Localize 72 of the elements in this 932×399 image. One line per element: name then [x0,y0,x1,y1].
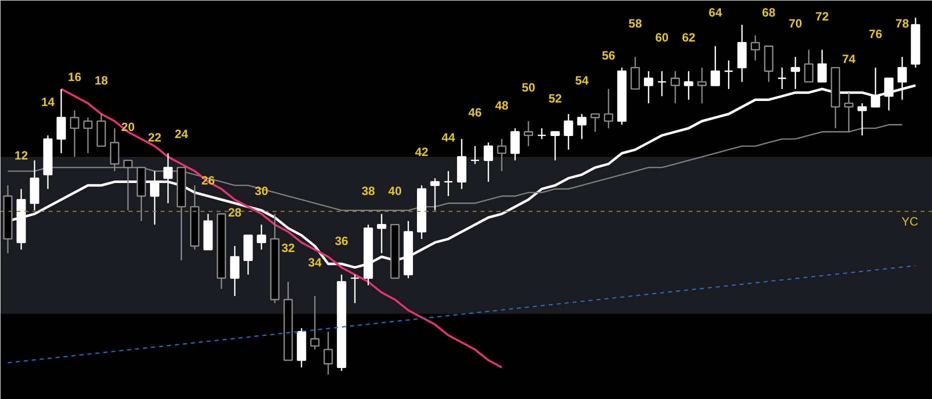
x-tick-label: 46 [468,106,482,120]
x-tick-label: 72 [815,9,830,24]
x-tick-label: 52 [548,91,562,106]
candlestick [484,142,494,182]
x-tick-label: 12 [14,148,28,162]
candlestick [430,178,440,211]
x-tick-label: 78 [896,16,910,30]
candlestick [230,245,240,297]
candlestick [684,70,694,100]
candlestick [590,113,600,132]
x-tick-label: 34 [308,256,322,270]
candlestick [510,128,520,162]
x-tick-label: 70 [788,16,802,30]
x-tick-label: 54 [575,73,589,88]
candlestick [70,110,80,158]
candlestick [858,102,867,136]
candlestick [804,49,814,83]
x-tick-label: 16 [68,70,82,84]
candlestick [550,131,560,162]
candlestick [524,120,534,147]
candlestick [670,70,680,104]
x-tick-label: 44 [442,130,456,145]
candlestick [350,274,360,304]
x-tick-label: 18 [94,73,108,88]
x-tick-label: 58 [628,16,642,30]
x-tick-label: 48 [495,98,509,112]
x-tick-label: 62 [682,30,696,45]
candlestick [256,224,266,250]
x-tick-label: 20 [121,120,135,134]
x-tick-label: 36 [334,234,349,248]
x-tick-label: 76 [868,27,882,42]
x-tick-label: 56 [602,48,616,63]
candlestick [750,34,760,62]
x-tick-label: 60 [655,30,669,45]
x-tick-label: 22 [148,130,162,145]
candlestick [564,113,574,150]
candlestick [724,60,734,90]
candlestick [657,70,667,97]
x-tick-label: 28 [228,206,242,220]
candlestick [777,66,787,90]
x-tick-label: 24 [174,127,188,142]
x-tick-label: 38 [362,184,376,198]
candlestick [470,145,480,165]
x-tick-label: 14 [41,94,55,109]
candlestick [817,49,827,83]
candlestick [697,66,707,104]
candlestick [83,116,93,154]
candlestick [537,128,546,140]
x-tick-label: 74 [842,52,856,66]
x-tick-label: 30 [254,184,268,198]
ref-line-label: YC [902,214,919,228]
x-tick-label: 68 [762,6,776,20]
candlestick [110,128,120,172]
candlestick [444,170,453,197]
candlestick [790,56,800,90]
candlestick [324,331,333,376]
candlestick [577,113,586,140]
candlestick [150,170,160,226]
x-tick-label: 32 [281,241,296,256]
x-tick-label: 64 [708,6,722,20]
candlestick [604,88,614,129]
x-tick-label: 50 [522,80,536,95]
candlestick [710,46,720,86]
x-tick-label: 42 [414,144,429,159]
candlestick [630,56,640,90]
candlestick [310,295,320,350]
candlestick [163,152,173,204]
candlestick [497,138,506,172]
candlestick [56,88,66,154]
candlestick [376,213,386,254]
x-tick-label: 40 [388,184,402,198]
candlestick [644,70,654,104]
